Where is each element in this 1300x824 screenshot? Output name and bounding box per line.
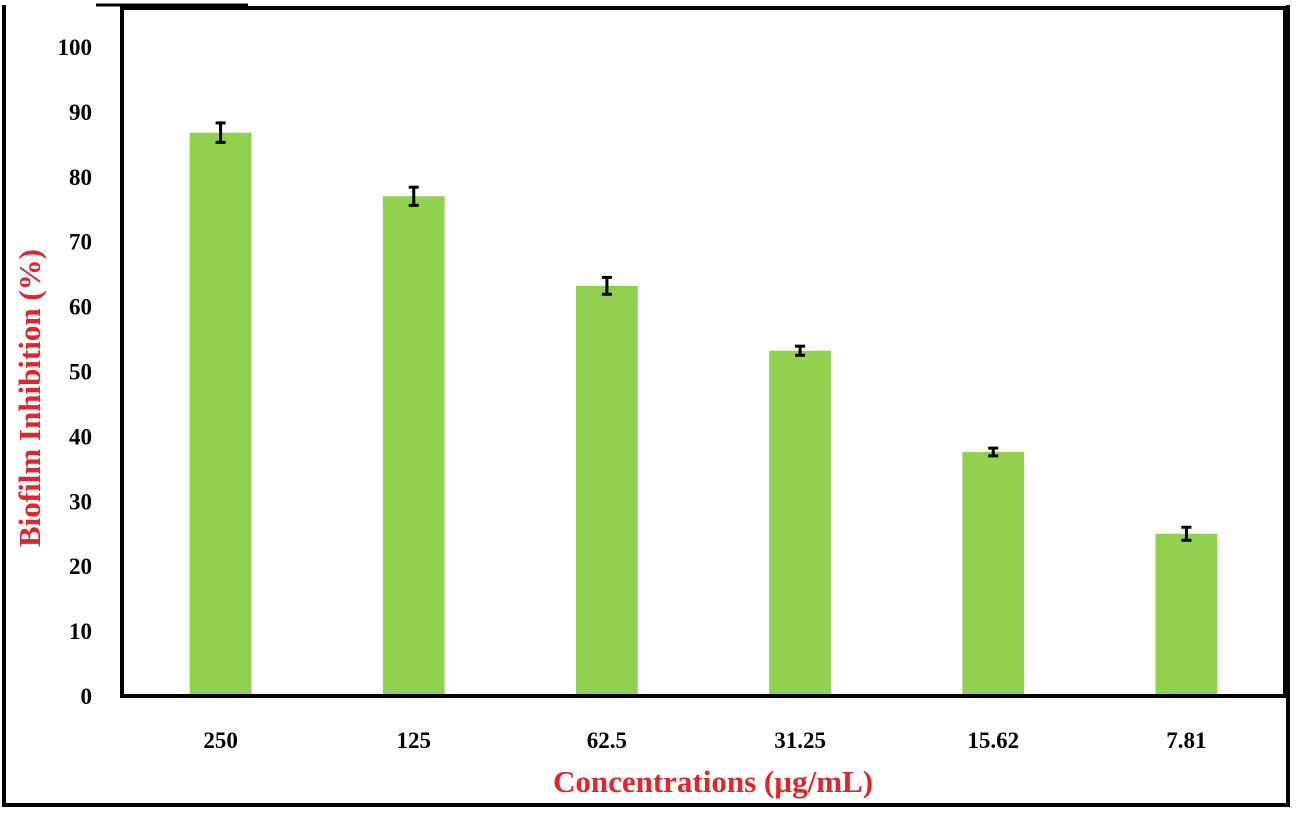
y-tick-label: 80	[69, 165, 92, 190]
error-bar	[988, 446, 999, 458]
x-tick-label: 125	[397, 728, 432, 753]
error-bar	[408, 185, 419, 207]
bar	[1155, 533, 1218, 696]
y-tick-label: 60	[69, 295, 92, 320]
error-bar	[795, 344, 806, 357]
error-bars-layer	[215, 121, 1192, 542]
x-tick-labels: 250 125 62.5 31.25 15.62 7.81	[203, 728, 1206, 753]
y-tick-label: 70	[69, 230, 92, 255]
x-tick-label: 31.25	[774, 728, 826, 753]
y-tick-label: 0	[81, 684, 93, 709]
y-tick-label: 10	[69, 619, 92, 644]
error-bar	[1181, 525, 1192, 542]
x-axis-title: Concentrations (µg/mL)	[553, 764, 873, 799]
x-tick-label: 7.81	[1166, 728, 1206, 753]
bar	[962, 451, 1025, 696]
bar	[576, 285, 638, 696]
bars-layer	[189, 132, 1218, 697]
y-tick-label: 50	[69, 360, 92, 385]
y-tick-label: 100	[58, 35, 93, 60]
error-bar	[601, 275, 612, 296]
y-tick-label: 30	[69, 489, 92, 514]
plot-area-border	[120, 6, 1287, 698]
y-tick-label: 40	[69, 424, 92, 449]
x-tick-label: 250	[203, 728, 238, 753]
bar	[769, 350, 831, 696]
x-tick-label: 15.62	[967, 728, 1019, 753]
bar	[189, 132, 252, 697]
y-tick-label: 90	[69, 100, 92, 125]
y-tick-label: 20	[69, 554, 92, 579]
error-bar	[215, 121, 226, 144]
y-axis-title: Biofilm Inhibition (%)	[12, 249, 47, 547]
bar	[382, 196, 445, 696]
y-tick-labels: 0 10 20 30 40 50 60 70 80 90 100	[58, 35, 93, 709]
x-tick-label: 62.5	[587, 728, 627, 753]
